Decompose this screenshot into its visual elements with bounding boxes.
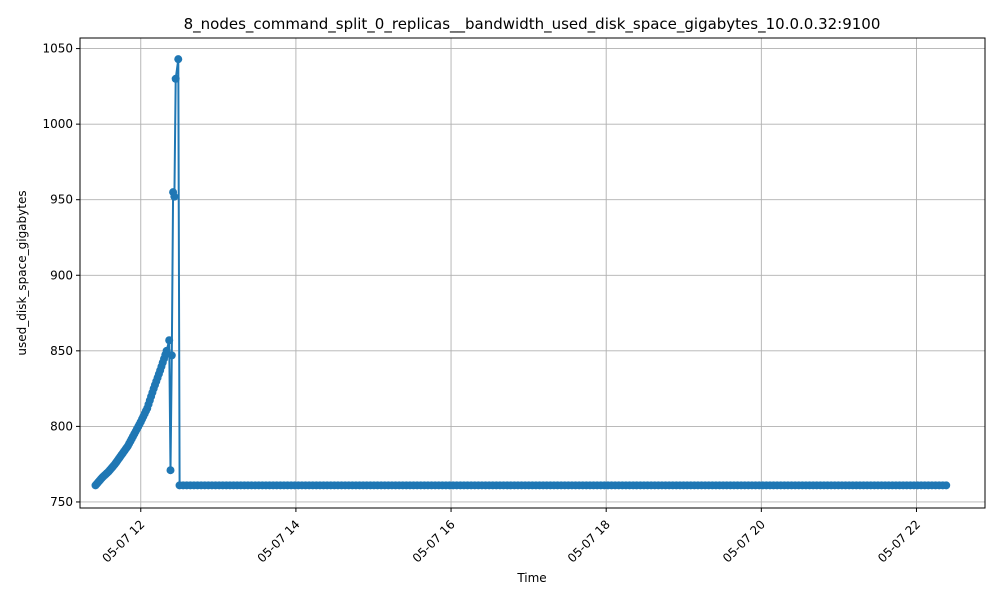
x-tick-label: 05-07 20 (720, 517, 768, 565)
data-point (174, 55, 183, 64)
y-tick-label: 900 (50, 268, 73, 282)
x-tick-label: 05-07 16 (410, 517, 458, 565)
data-point (165, 336, 174, 345)
data-point (171, 74, 180, 83)
data-point (148, 388, 157, 397)
y-axis: 750 800 850 900 950 1000 1050 (42, 42, 80, 509)
x-tick-label: 05-07 12 (99, 517, 147, 565)
y-axis-label: used_disk_space_gigabytes (15, 190, 29, 355)
x-tick-label: 05-07 14 (255, 517, 303, 565)
data-point (938, 481, 947, 490)
data-point (154, 370, 163, 379)
chart-title: 8_nodes_command_split_0_replicas__bandwi… (184, 15, 881, 34)
x-tick-label: 05-07 18 (565, 517, 613, 565)
grid (80, 38, 985, 508)
data-point (167, 351, 176, 360)
series-group (91, 55, 951, 490)
data-point (141, 406, 150, 415)
y-tick-label: 950 (50, 193, 73, 207)
x-tick-label: 05-07 22 (875, 517, 923, 565)
y-tick-label: 800 (50, 419, 73, 433)
data-point (170, 192, 179, 201)
x-axis-label: Time (516, 571, 546, 585)
plot-frame (79, 37, 986, 509)
y-tick-label: 850 (50, 344, 73, 358)
y-tick-label: 750 (50, 495, 73, 509)
data-point (166, 466, 175, 475)
series-line (94, 59, 947, 487)
y-tick-label: 1000 (42, 117, 73, 131)
x-axis: 05-07 12 05-07 14 05-07 16 05-07 18 05-07 20… (99, 508, 923, 565)
y-tick-label: 1050 (42, 42, 73, 56)
data-point (161, 350, 170, 359)
